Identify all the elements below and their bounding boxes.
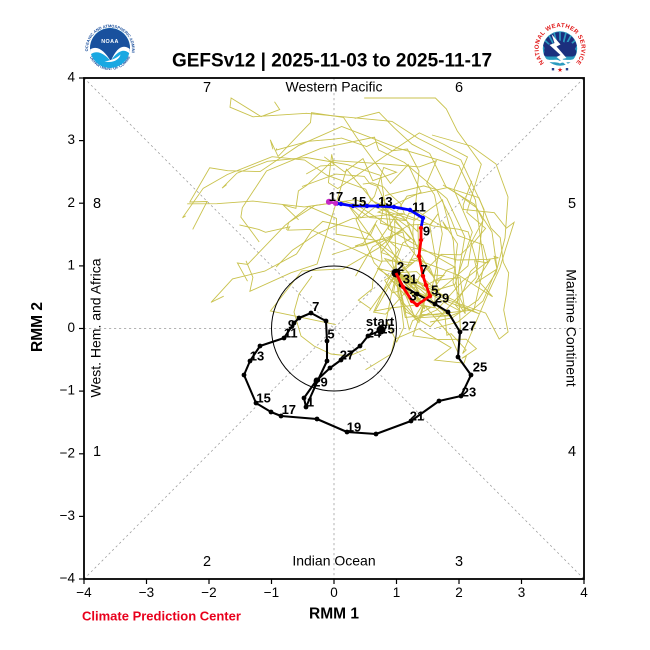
svg-text:2: 2 [397, 259, 404, 274]
svg-text:★: ★ [557, 66, 563, 74]
svg-text:17: 17 [329, 189, 343, 204]
svg-text:−2: −2 [60, 445, 75, 460]
svg-text:−3: −3 [139, 585, 154, 600]
svg-text:11: 11 [412, 199, 426, 214]
svg-text:7: 7 [203, 80, 211, 96]
svg-text:1: 1 [393, 585, 401, 600]
svg-text:13: 13 [378, 194, 392, 209]
svg-text:0: 0 [67, 320, 75, 335]
svg-text:4: 4 [67, 70, 75, 85]
svg-text:3: 3 [455, 554, 463, 570]
svg-text:7: 7 [312, 299, 319, 314]
svg-text:9: 9 [288, 317, 295, 332]
svg-text:7: 7 [420, 262, 427, 277]
svg-text:23: 23 [462, 384, 476, 399]
svg-text:−4: −4 [60, 571, 76, 586]
svg-text:5: 5 [327, 326, 334, 341]
svg-text:Indian Ocean: Indian Ocean [292, 553, 375, 569]
svg-text:5: 5 [568, 196, 576, 212]
svg-text:3: 3 [67, 132, 75, 147]
svg-text:29: 29 [435, 290, 449, 305]
svg-text:29: 29 [313, 374, 327, 389]
svg-text:2: 2 [455, 585, 463, 600]
svg-text:9: 9 [423, 223, 430, 238]
svg-text:27: 27 [340, 347, 354, 362]
svg-text:−4: −4 [76, 585, 92, 600]
svg-text:1: 1 [93, 444, 101, 460]
svg-text:Western Pacific: Western Pacific [286, 79, 383, 95]
svg-text:2: 2 [203, 554, 211, 570]
svg-text:RMM 2: RMM 2 [29, 302, 46, 352]
svg-text:RMM 1: RMM 1 [309, 606, 359, 623]
svg-text:15: 15 [352, 194, 366, 209]
svg-text:6: 6 [455, 80, 463, 96]
svg-text:17: 17 [282, 402, 296, 417]
svg-text:0: 0 [330, 585, 338, 600]
svg-text:3: 3 [409, 288, 416, 303]
svg-text:8: 8 [93, 196, 101, 212]
svg-text:1: 1 [67, 257, 75, 272]
svg-text:27: 27 [462, 318, 476, 333]
svg-text:11: 11 [284, 325, 298, 340]
svg-text:−1: −1 [60, 383, 75, 398]
svg-text:−2: −2 [201, 585, 216, 600]
svg-text:19: 19 [347, 419, 361, 434]
svg-text:West. Hem. and Africa: West. Hem. and Africa [88, 258, 104, 397]
svg-text:1: 1 [307, 394, 314, 409]
svg-text:−3: −3 [60, 508, 75, 523]
svg-text:31: 31 [403, 271, 417, 286]
svg-text:15: 15 [256, 390, 270, 405]
svg-text:−1: −1 [264, 585, 279, 600]
svg-text:GEFSv12 | 2025-11-03 to 2025-1: GEFSv12 | 2025-11-03 to 2025-11-17 [172, 51, 492, 72]
svg-text:4: 4 [568, 444, 576, 460]
svg-text:5: 5 [431, 282, 438, 297]
svg-text:13: 13 [250, 348, 264, 363]
svg-text:4: 4 [580, 585, 588, 600]
svg-text:Climate Prediction Center: Climate Prediction Center [82, 608, 241, 623]
svg-text:start: start [366, 314, 395, 329]
svg-text:Maritime Continent: Maritime Continent [563, 269, 579, 387]
svg-text:24: 24 [367, 325, 382, 340]
svg-text:3: 3 [518, 585, 526, 600]
svg-text:2: 2 [67, 195, 75, 210]
svg-text:25: 25 [380, 321, 394, 336]
svg-text:21: 21 [410, 408, 424, 423]
svg-text:25: 25 [473, 359, 487, 374]
svg-text:NOAA: NOAA [101, 39, 118, 45]
